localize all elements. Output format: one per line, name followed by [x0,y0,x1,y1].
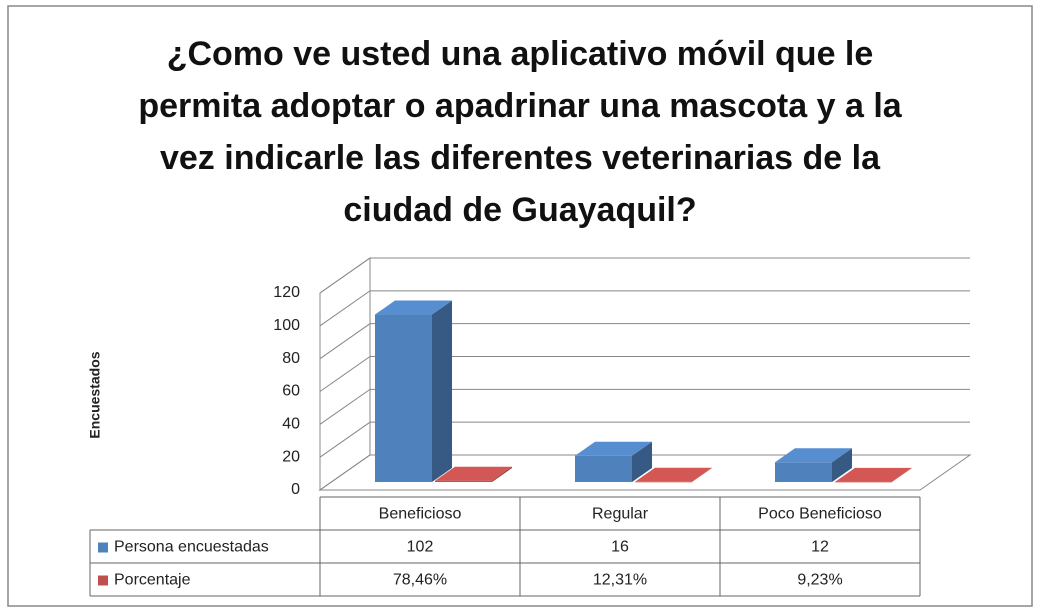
bar [575,455,632,482]
chart-border [7,5,1033,607]
bar-side [832,448,852,482]
chart-title: ¿Como ve usted una aplicativo móvil que … [138,35,902,229]
bar [375,314,432,482]
y-tick-label: 40 [282,416,300,433]
y-tick-label: 0 [291,481,300,498]
data-label: 78,46% [393,572,447,589]
data-label: 16 [611,539,629,556]
grid-line [319,356,970,392]
grid-line [319,323,970,360]
grid-line [319,454,970,491]
data-label: 12,31% [593,572,647,589]
bar [775,462,832,482]
bar [835,481,892,483]
bar-side [692,467,712,482]
bar-side [632,441,652,482]
bar-top [375,300,452,315]
y-tick-label: 100 [273,317,300,334]
legend-swatch [98,575,108,586]
y-tick-label: 120 [273,284,300,301]
grid-line [319,388,970,425]
bar-top [575,441,652,456]
y-tick-label: 20 [282,448,300,465]
grid-line [319,290,970,327]
bar [435,480,492,482]
y-tick-label: 80 [282,350,300,367]
data-label: 12 [811,539,829,556]
grid-line [319,257,970,294]
legend-swatch [98,542,108,553]
y-axis-label: Encuestados [87,351,103,438]
bar-top [775,448,852,463]
bar-top [635,467,712,482]
bar-top [435,466,512,481]
bar [635,481,692,483]
x-tick-label: Beneficioso [379,506,462,523]
bar-side [432,300,452,482]
data-label: 102 [407,539,434,556]
legend-label: Porcentaje [114,572,191,589]
x-tick-label: Poco Beneficioso [758,506,882,523]
y-tick-label: 60 [282,383,300,400]
grid-line [319,421,970,458]
bar-top [835,467,912,482]
data-label: 9,23% [797,572,842,589]
bar-side [892,467,912,482]
bar-side [492,466,512,482]
x-tick-label: Regular [592,506,649,523]
legend-label: Persona encuestadas [114,539,269,556]
